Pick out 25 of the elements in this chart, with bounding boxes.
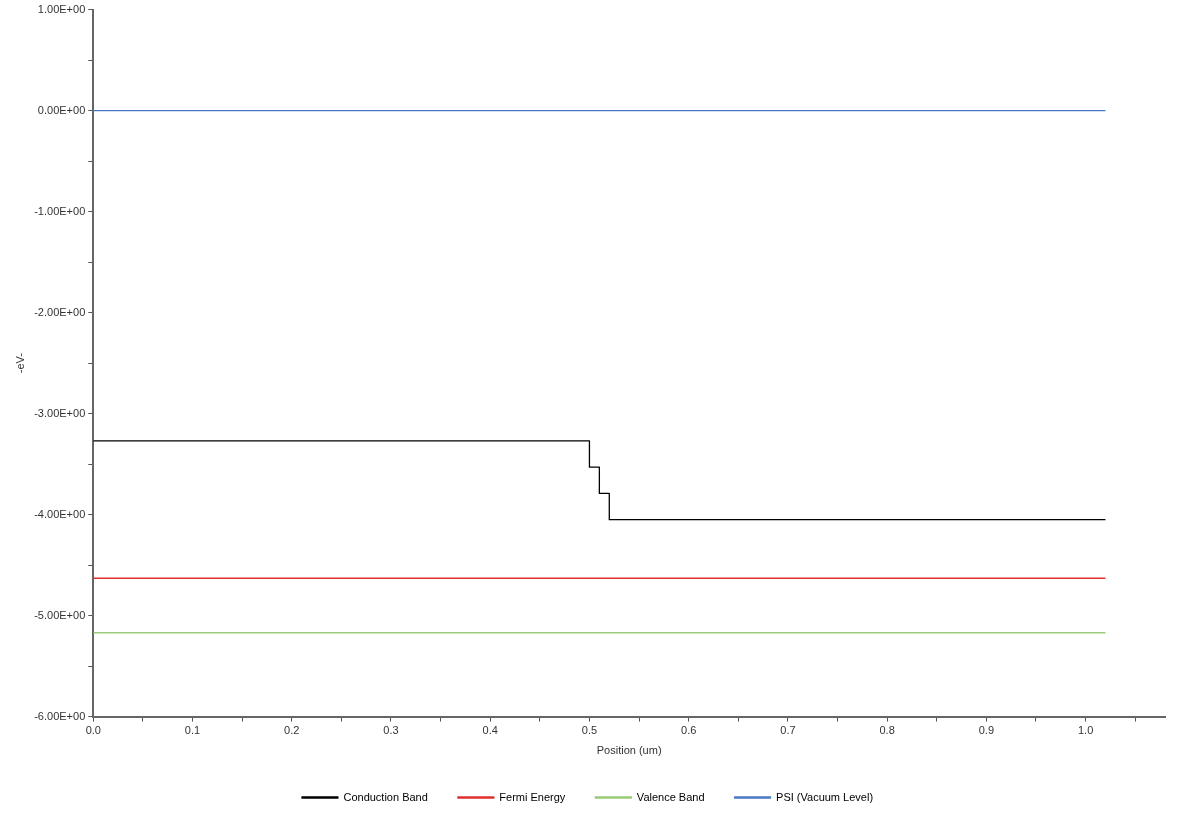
x-tick-label: 0.0 — [85, 724, 101, 737]
y-axis-title: -eV- — [13, 352, 26, 374]
x-tick-label: 0.6 — [681, 724, 697, 737]
x-tick-label: 0.7 — [780, 724, 796, 737]
y-tick-label: -5.00E+00 — [34, 608, 86, 621]
x-tick-label: 0.8 — [879, 724, 895, 737]
x-tick-label: 0.9 — [978, 724, 995, 737]
y-tick-label: 0.00E+00 — [37, 103, 86, 116]
x-axis-title: Position (um) — [596, 744, 662, 757]
legend-label: PSI (Vacuum Level) — [776, 790, 874, 803]
y-tick-label: -4.00E+00 — [34, 507, 86, 520]
x-tick-label: 0.2 — [284, 724, 300, 737]
y-tick-label: 1.00E+00 — [37, 2, 86, 15]
x-tick-label: 0.1 — [184, 724, 201, 737]
x-tick-label: 0.3 — [383, 724, 399, 737]
legend-label: Conduction Band — [343, 790, 428, 803]
y-tick-label: -3.00E+00 — [34, 406, 86, 419]
y-tick-label: -1.00E+00 — [34, 204, 86, 217]
y-tick-label: -2.00E+00 — [34, 305, 86, 318]
x-tick-label: 0.5 — [581, 724, 598, 737]
x-tick-label: 0.4 — [482, 724, 498, 737]
x-tick-label: 1.0 — [1077, 724, 1094, 737]
legend-label: Valence Band — [636, 790, 705, 803]
y-tick-label: -6.00E+00 — [34, 709, 86, 722]
legend-label: Fermi Energy — [499, 790, 566, 803]
